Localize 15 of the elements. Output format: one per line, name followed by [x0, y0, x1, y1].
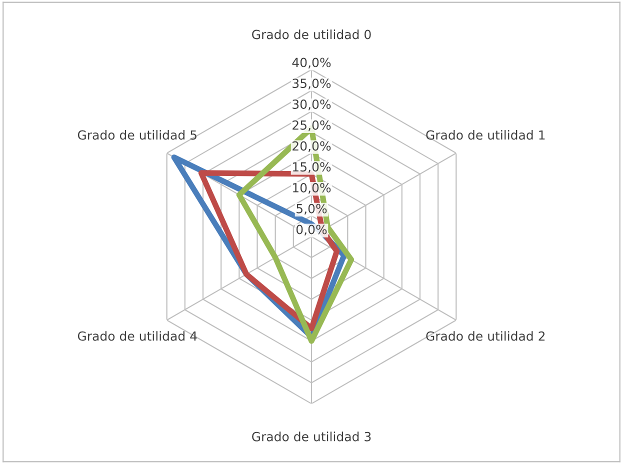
- y-tick-label: 40,0%: [292, 58, 331, 68]
- y-tick-label: 25,0%: [292, 120, 331, 132]
- y-tick-label: 10,0%: [293, 183, 331, 194]
- y-tick-label: 5,0%: [296, 204, 327, 215]
- spoke-label: Grado de utilidad 4: [78, 331, 197, 341]
- y-tick-label: 15,0%: [293, 162, 331, 173]
- y-tick-label: 20,0%: [292, 141, 331, 152]
- spoke-label: Grado de utilidad 2: [426, 331, 545, 341]
- y-tick-label: 0,0%: [296, 224, 327, 236]
- y-tick-label: 30,0%: [292, 99, 331, 110]
- spoke-label: Grado de utilidad 5: [78, 130, 196, 140]
- y-tick-label: 35,0%: [292, 78, 331, 90]
- spoke-label: Grado de utilidad 1: [426, 130, 545, 140]
- spoke-label: Grado de utilidad 0: [252, 30, 371, 40]
- spoke-label: Grado de utilidad 3: [252, 432, 371, 442]
